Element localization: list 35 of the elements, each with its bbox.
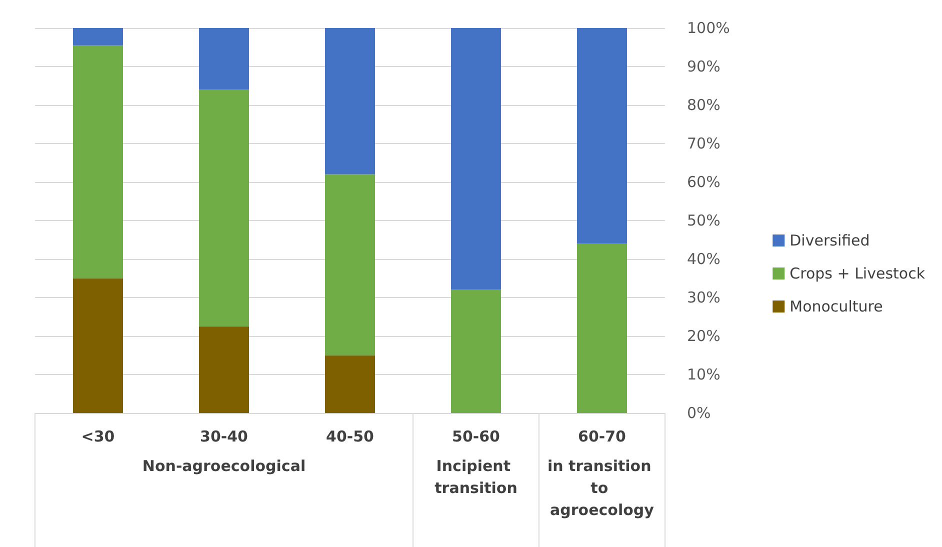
y-tick-label: 80% bbox=[687, 96, 720, 114]
bar bbox=[73, 45, 123, 278]
y-tick-label: 0% bbox=[687, 404, 711, 422]
legend-label: Crops + Livestock bbox=[790, 264, 926, 282]
bar bbox=[325, 355, 375, 413]
y-tick-label: 20% bbox=[687, 327, 720, 345]
bar bbox=[325, 174, 375, 356]
bar bbox=[73, 28, 123, 46]
bar bbox=[451, 290, 501, 413]
bar bbox=[199, 326, 249, 413]
legend-label: Diversified bbox=[790, 232, 870, 250]
y-tick-label: 70% bbox=[687, 134, 720, 152]
x-tick-label: 30-40 bbox=[200, 428, 248, 446]
y-tick-label: 30% bbox=[687, 288, 720, 306]
bar bbox=[73, 278, 123, 413]
x-tick-label: 40-50 bbox=[326, 428, 374, 446]
y-tick-label: 100% bbox=[687, 19, 730, 37]
bar bbox=[577, 244, 627, 413]
x-tick-label: <30 bbox=[81, 428, 115, 446]
text: Incipient transition bbox=[434, 457, 518, 497]
bar bbox=[577, 28, 627, 244]
bar bbox=[451, 28, 501, 290]
y-tick-label: 90% bbox=[687, 58, 720, 76]
x-tick-label: 50-60 bbox=[452, 428, 500, 446]
y-tick-label: 40% bbox=[687, 250, 720, 268]
y-tick-label: 50% bbox=[687, 212, 720, 230]
bar bbox=[325, 28, 375, 174]
legend-label: Monoculture bbox=[790, 298, 883, 316]
text: in transition to agroecology bbox=[548, 457, 656, 519]
text: Non-agroecological bbox=[142, 457, 306, 475]
y-tick-label: 10% bbox=[687, 366, 720, 384]
bar bbox=[199, 90, 249, 326]
y-tick-label: 60% bbox=[687, 173, 720, 191]
bar bbox=[199, 28, 249, 90]
x-tick-label: 60-70 bbox=[578, 428, 626, 446]
